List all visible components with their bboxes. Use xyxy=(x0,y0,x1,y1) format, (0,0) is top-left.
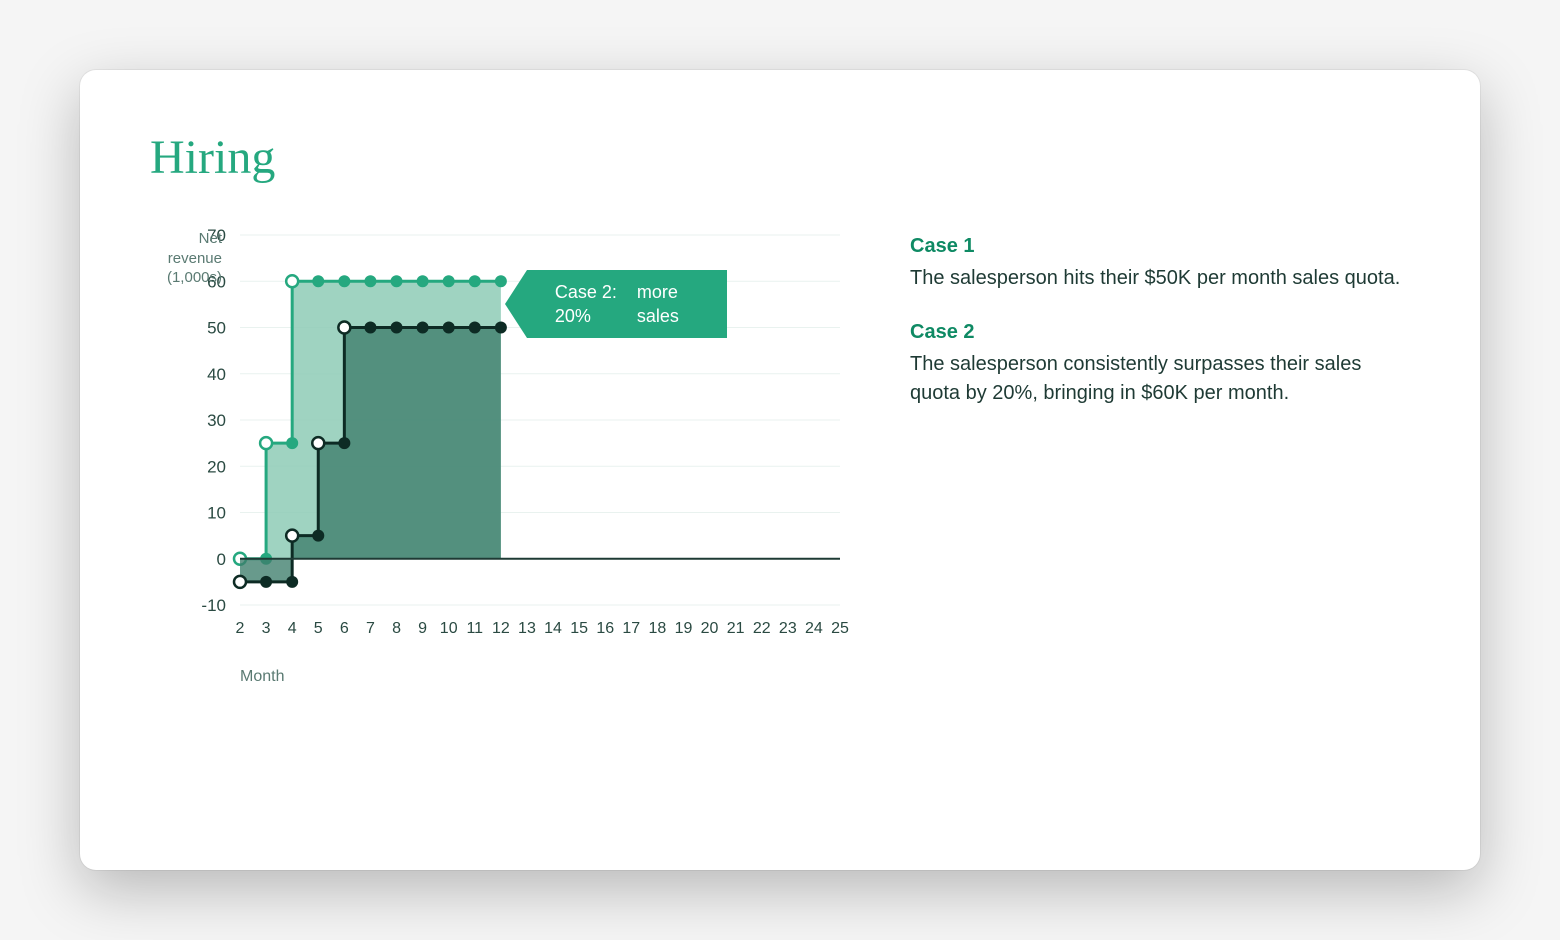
svg-text:23: 23 xyxy=(779,620,797,637)
chart-area: Netrevenue(1,000s) -10010203040506070234… xyxy=(150,225,850,686)
svg-text:22: 22 xyxy=(753,620,771,637)
svg-text:13: 13 xyxy=(518,620,536,637)
x-axis-label: Month xyxy=(240,668,850,686)
svg-text:9: 9 xyxy=(418,620,427,637)
svg-text:50: 50 xyxy=(207,319,226,338)
svg-text:4: 4 xyxy=(288,620,297,637)
svg-text:16: 16 xyxy=(596,620,614,637)
svg-text:30: 30 xyxy=(207,411,226,430)
svg-text:14: 14 xyxy=(544,620,562,637)
callout-label: Case 2: 20%more sales xyxy=(527,270,727,338)
case-2-block: Case 2 The salesperson consistently surp… xyxy=(910,321,1410,408)
svg-text:11: 11 xyxy=(466,620,483,637)
svg-text:5: 5 xyxy=(314,620,323,637)
case-1-title: Case 1 xyxy=(910,235,1410,258)
svg-text:-10: -10 xyxy=(201,596,226,615)
svg-text:2: 2 xyxy=(236,620,245,637)
chart-card: Hiring Netrevenue(1,000s) -10 0 10 20 30 40 50… xyxy=(80,70,1480,870)
svg-text:12: 12 xyxy=(492,620,510,637)
svg-text:19: 19 xyxy=(675,620,693,637)
case-2-title: Case 2 xyxy=(910,321,1410,344)
svg-text:17: 17 xyxy=(622,620,640,637)
svg-text:40: 40 xyxy=(207,365,226,384)
svg-text:20: 20 xyxy=(701,620,719,637)
content-row: Netrevenue(1,000s) -10010203040506070234… xyxy=(150,225,1410,686)
svg-text:7: 7 xyxy=(366,620,375,637)
svg-text:10: 10 xyxy=(207,504,226,523)
page-title: Hiring xyxy=(150,130,1410,185)
case-1-desc: The salesperson hits their $50K per mont… xyxy=(910,264,1410,293)
y-axis-label: Netrevenue(1,000s) xyxy=(150,229,222,288)
svg-text:6: 6 xyxy=(340,620,349,637)
case-2-desc: The salesperson consistently surpasses t… xyxy=(910,350,1410,408)
svg-text:8: 8 xyxy=(392,620,401,637)
case-1-block: Case 1 The salesperson hits their $50K p… xyxy=(910,235,1410,293)
step-chart: -100102030405060702345678910111213141516… xyxy=(150,225,850,655)
svg-text:20: 20 xyxy=(207,457,226,476)
svg-text:15: 15 xyxy=(570,620,588,637)
svg-text:25: 25 xyxy=(831,620,849,637)
svg-text:18: 18 xyxy=(648,620,666,637)
svg-text:21: 21 xyxy=(727,620,745,637)
legend-area: Case 1 The salesperson hits their $50K p… xyxy=(910,225,1410,686)
svg-text:24: 24 xyxy=(805,620,823,637)
svg-text:3: 3 xyxy=(262,620,271,637)
svg-text:10: 10 xyxy=(440,620,458,637)
svg-text:0: 0 xyxy=(217,550,226,569)
